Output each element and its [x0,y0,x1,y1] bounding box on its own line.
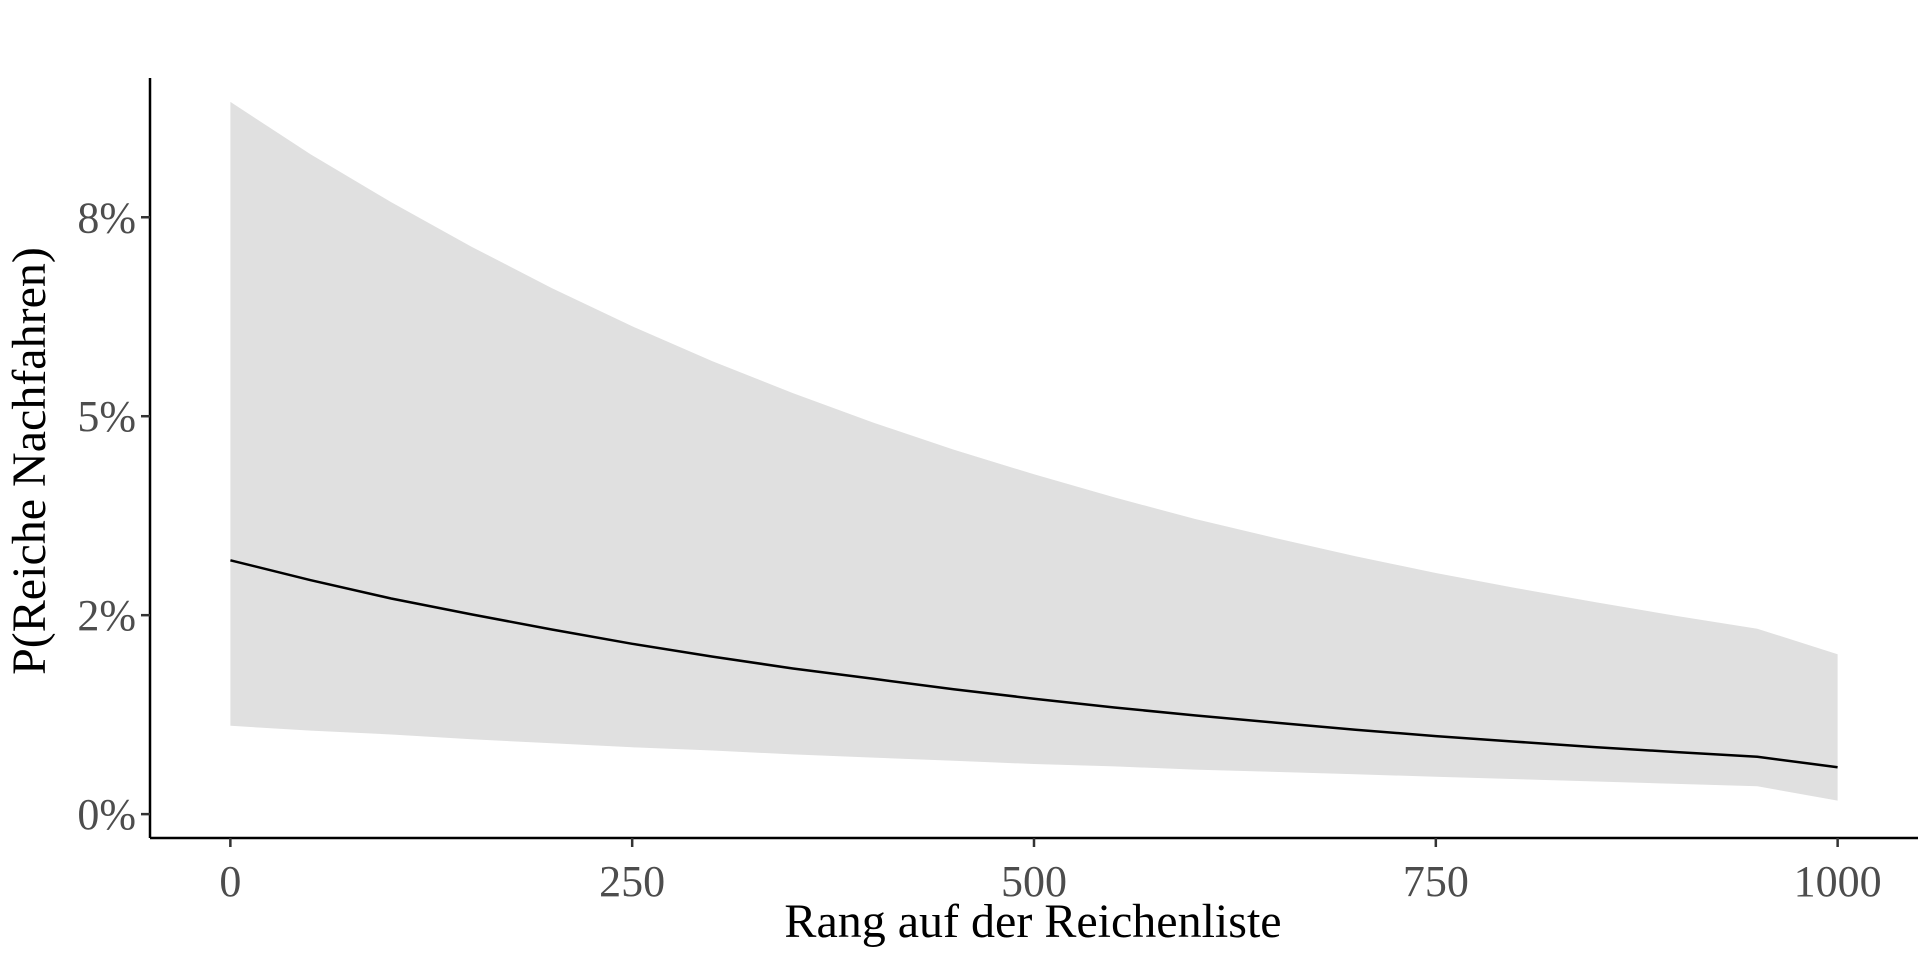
y-tick-label: 8% [77,193,136,242]
y-tick-label: 0% [77,790,136,839]
probability-curve [230,559,1838,769]
plot-area [230,101,1838,801]
x-axis-title: Rang auf der Reichenliste [784,895,1281,948]
x-axis-ticks: 0 250 500 750 1000 [219,838,1882,906]
x-tick-label: 0 [219,857,241,906]
x-tick-label: 250 [599,857,665,906]
y-axis-ticks: 0% 2% 5% 8% [77,193,150,839]
y-tick-label: 5% [77,392,136,441]
y-axis-title: P(Reiche Nachfahren) [3,247,56,675]
x-tick-label: 1000 [1794,857,1882,906]
x-tick-label: 750 [1403,857,1469,906]
y-tick-label: 2% [77,591,136,640]
x-tick-label: 500 [1001,857,1067,906]
confidence-band [230,101,1838,801]
